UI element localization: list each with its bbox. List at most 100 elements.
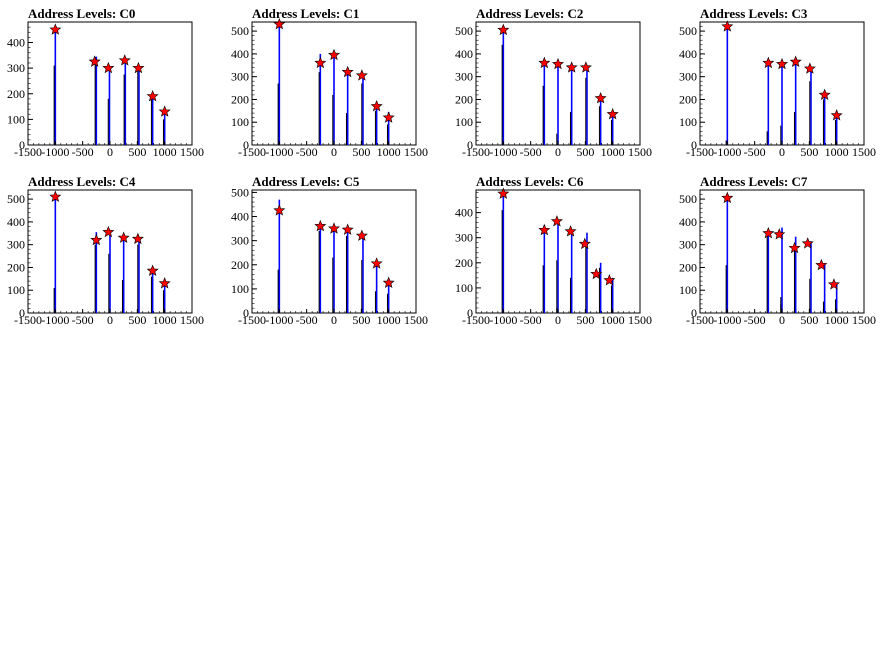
x-tick-label: -1000	[41, 313, 69, 327]
x-tick-label: 1000	[153, 313, 177, 327]
x-tick-label: 1500	[180, 313, 204, 327]
x-tick-label: -1000	[489, 313, 517, 327]
x-tick-label: 0	[779, 313, 785, 327]
x-tick-label: 1500	[404, 313, 428, 327]
y-tick-label: 300	[679, 238, 697, 252]
x-tick-label: 1000	[825, 145, 849, 159]
x-tick-label: 1500	[404, 145, 428, 159]
y-tick-label: 100	[7, 283, 25, 297]
x-tick-label: 0	[107, 313, 113, 327]
y-tick-label: 400	[455, 206, 473, 220]
y-tick-label: 200	[679, 260, 697, 274]
y-tick-label: 300	[679, 70, 697, 84]
x-tick-label: 1500	[628, 313, 652, 327]
x-tick-label: -1000	[713, 145, 741, 159]
peak-marker-icon	[818, 88, 831, 100]
y-tick-label: 0	[243, 306, 249, 320]
x-tick-label: 0	[555, 313, 561, 327]
peak-marker-icon	[370, 257, 383, 269]
peak-marker-icon	[550, 215, 563, 227]
x-tick-label: 1000	[377, 313, 401, 327]
x-tick-label: 0	[555, 145, 561, 159]
y-tick-label: 200	[679, 92, 697, 106]
y-tick-label: 100	[231, 115, 249, 129]
y-tick-label: 400	[231, 47, 249, 61]
x-tick-label: -1500	[14, 313, 42, 327]
x-tick-label: -1500	[462, 313, 490, 327]
y-tick-label: 400	[7, 36, 25, 50]
peak-marker-icon	[327, 222, 341, 234]
peak-marker-icon	[578, 237, 591, 250]
x-tick-label: 0	[331, 313, 337, 327]
peak-marker-icon	[382, 276, 395, 288]
peak-marker-icon	[762, 56, 775, 69]
peak-marker-icon	[88, 55, 101, 67]
y-tick-label: 100	[231, 282, 249, 296]
y-tick-label: 300	[455, 70, 473, 84]
y-tick-label: 200	[7, 87, 25, 101]
y-tick-label: 0	[467, 306, 473, 320]
x-tick-label: -500	[744, 145, 766, 159]
y-tick-label: 100	[455, 281, 473, 295]
chart-panel-1: Address Levels: C1-1500 -1000 -500 0 500 1000…	[231, 6, 428, 159]
x-tick-label: -500	[296, 313, 318, 327]
peak-marker-icon	[603, 274, 616, 286]
chart-panel-6: Address Levels: C6-1500 -1000 -500 0 500 1000…	[455, 174, 652, 327]
peak-marker-icon	[49, 190, 62, 202]
x-tick-label: -1000	[41, 145, 69, 159]
chart-panel-3: Address Levels: C3-1500 -1000 -500 0 500 1000…	[679, 6, 876, 159]
peak-marker-icon	[117, 231, 130, 243]
x-tick-label: 500	[128, 145, 146, 159]
y-tick-label: 0	[467, 138, 473, 152]
chart-panel-4: Address Levels: C4-1500 -1000 -500 0 500 1000…	[7, 174, 204, 327]
peak-marker-icon	[355, 229, 368, 241]
y-tick-label: 300	[231, 234, 249, 248]
x-tick-label: 500	[352, 313, 370, 327]
peak-marker-icon	[341, 223, 354, 235]
x-tick-label: 500	[128, 313, 146, 327]
peak-marker-icon	[606, 107, 619, 120]
peak-marker-icon	[158, 105, 171, 117]
x-tick-label: 1000	[601, 145, 625, 159]
peak-marker-icon	[314, 56, 327, 69]
x-tick-label: 1500	[852, 145, 876, 159]
x-tick-label: 500	[352, 145, 370, 159]
x-tick-label: -1000	[489, 145, 517, 159]
y-tick-label: 100	[7, 112, 25, 126]
peak-marker-icon	[803, 62, 816, 74]
peak-marker-icon	[590, 267, 603, 280]
peak-marker-icon	[131, 232, 144, 245]
x-tick-label: -1500	[238, 145, 266, 159]
x-tick-label: 1500	[852, 313, 876, 327]
peak-marker-icon	[789, 55, 802, 67]
x-tick-label: -1000	[713, 313, 741, 327]
x-tick-label: 500	[800, 145, 818, 159]
y-tick-label: 400	[455, 47, 473, 61]
peak-marker-icon	[497, 187, 510, 199]
peak-marker-icon	[788, 241, 801, 254]
y-tick-label: 300	[7, 61, 25, 75]
x-tick-label: -500	[72, 145, 94, 159]
peak-marker-icon	[538, 223, 551, 236]
y-tick-label: 100	[679, 115, 697, 129]
peak-marker-icon	[355, 69, 368, 81]
peak-marker-icon	[827, 278, 840, 290]
x-tick-label: 0	[779, 145, 785, 159]
x-tick-label: 1000	[153, 145, 177, 159]
peak-marker-icon	[721, 20, 734, 32]
chart-title: Address Levels: C0	[28, 6, 135, 21]
peak-marker-icon	[773, 228, 786, 240]
x-tick-label: -1500	[686, 145, 714, 159]
peak-marker-icon	[90, 233, 103, 246]
peak-marker-icon	[538, 56, 551, 69]
chart-title: Address Levels: C1	[252, 6, 359, 21]
chart-panel-5: Address Levels: C5-1500 -1000 -500 0 500 1000…	[231, 174, 428, 327]
peak-marker-icon	[497, 23, 510, 36]
x-tick-label: -1500	[462, 145, 490, 159]
x-tick-label: 1000	[601, 313, 625, 327]
y-tick-label: 100	[679, 283, 697, 297]
peak-marker-icon	[273, 204, 286, 216]
chart-title: Address Levels: C7	[700, 174, 808, 189]
y-tick-label: 100	[455, 115, 473, 129]
peak-marker-icon	[815, 258, 828, 271]
